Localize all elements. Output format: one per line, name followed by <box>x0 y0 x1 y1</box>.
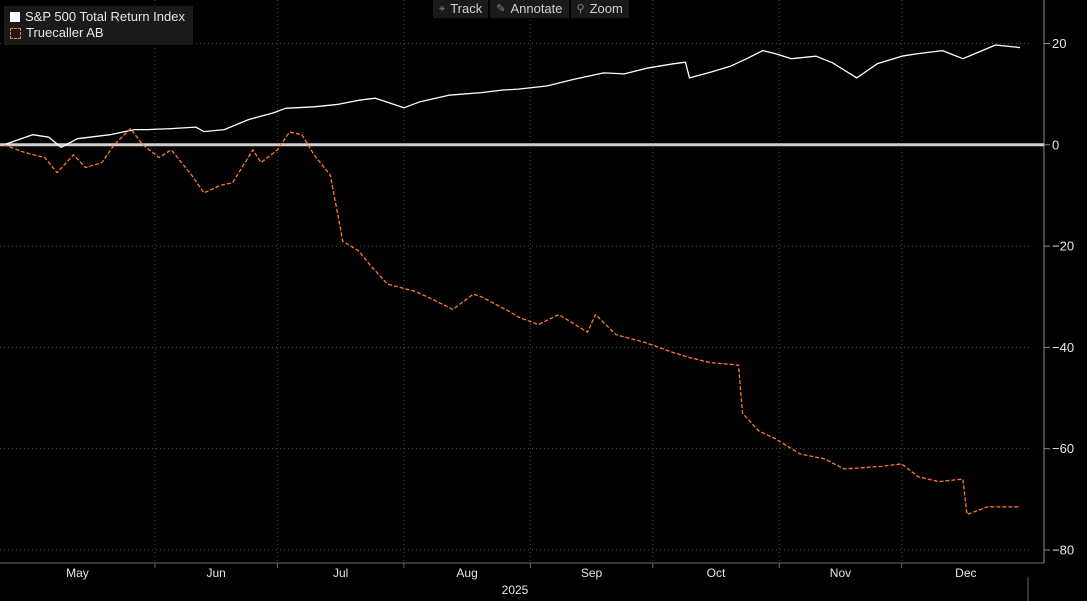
x-tick-label: Jul <box>333 566 348 580</box>
magnifier-icon: ⚲ <box>576 3 585 15</box>
zoom-button[interactable]: ⚲ Zoom <box>570 0 629 18</box>
x-axis-year-label: 2025 <box>502 583 529 597</box>
truecaller-line[interactable] <box>3 127 1020 516</box>
zoom-label: Zoom <box>589 1 623 16</box>
legend-item-truecaller[interactable]: Truecaller AB <box>10 25 185 41</box>
pencil-icon: ✎ <box>496 3 506 15</box>
x-tick-label: May <box>66 566 89 580</box>
annotate-label: Annotate <box>510 1 563 16</box>
crosshair-icon: ⌖ <box>439 3 446 15</box>
legend-swatch-truecaller <box>10 27 21 39</box>
x-tick-label: Sep <box>581 566 603 580</box>
y-tick-label: −20 <box>1052 239 1074 254</box>
x-tick-label: Nov <box>830 566 851 580</box>
legend-label-sp500: S&P 500 Total Return Index <box>25 9 185 24</box>
track-label: Track <box>450 1 483 16</box>
y-tick-label: 0 <box>1052 137 1059 152</box>
y-tick-label: 20 <box>1052 36 1066 51</box>
legend-item-sp500[interactable]: S&P 500 Total Return Index <box>10 9 185 25</box>
y-tick-label: −60 <box>1052 441 1074 456</box>
track-button[interactable]: ⌖ Track <box>433 0 489 18</box>
x-tick-label: Aug <box>456 566 477 580</box>
legend: S&P 500 Total Return Index Truecaller AB <box>4 6 193 45</box>
x-tick-label: Jun <box>206 566 225 580</box>
legend-label-truecaller: Truecaller AB <box>26 25 104 40</box>
sp500-line[interactable] <box>3 44 1021 148</box>
chart-toolbar: ⌖ Track ✎ Annotate ⚲ Zoom <box>433 0 629 18</box>
x-tick-label: Oct <box>707 566 726 580</box>
annotate-button[interactable]: ✎ Annotate <box>490 0 569 18</box>
x-tick-label: Dec <box>955 566 976 580</box>
y-tick-label: −40 <box>1052 340 1074 355</box>
y-tick-label: −80 <box>1052 543 1074 558</box>
legend-swatch-sp500 <box>10 12 20 22</box>
